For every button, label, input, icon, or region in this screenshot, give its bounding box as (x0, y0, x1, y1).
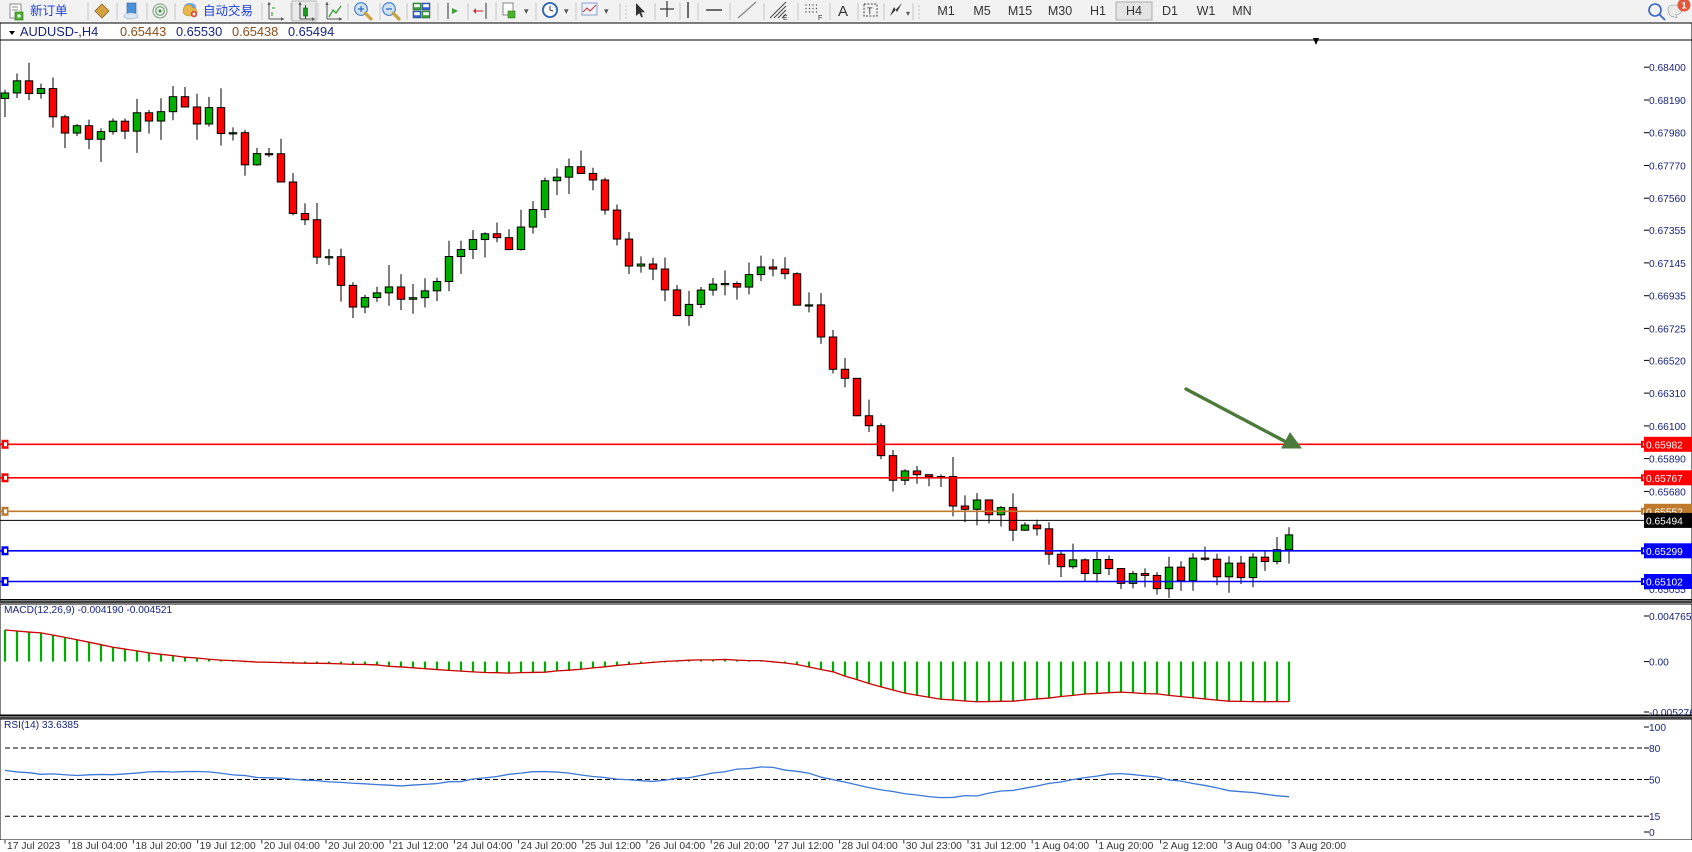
svg-text:0.65102: 0.65102 (1646, 578, 1683, 589)
svg-text:26 Jul 20:00: 26 Jul 20:00 (713, 841, 769, 852)
svg-text:24 Jul 04:00: 24 Jul 04:00 (456, 841, 512, 852)
svg-text:0.66100: 0.66100 (1649, 422, 1686, 433)
svg-text:0.65443: 0.65443 (120, 24, 166, 39)
svg-text:1: 1 (1681, 0, 1686, 10)
svg-text:0.004765: 0.004765 (1649, 612, 1692, 623)
svg-text:28 Jul 04:00: 28 Jul 04:00 (842, 841, 898, 852)
svg-text:30 Jul 23:00: 30 Jul 23:00 (906, 841, 962, 852)
svg-text:0.65680: 0.65680 (1649, 487, 1686, 498)
svg-text:M30: M30 (1048, 4, 1072, 18)
svg-text:27 Jul 12:00: 27 Jul 12:00 (777, 841, 833, 852)
svg-text:20 Jul 20:00: 20 Jul 20:00 (328, 841, 384, 852)
svg-text:15: 15 (1649, 812, 1661, 823)
svg-text:0.67770: 0.67770 (1649, 162, 1686, 173)
svg-text:20 Jul 04:00: 20 Jul 04:00 (264, 841, 320, 852)
svg-text:0.65982: 0.65982 (1646, 441, 1683, 452)
svg-text:0.65438: 0.65438 (232, 24, 278, 39)
svg-text:3 Aug 04:00: 3 Aug 04:00 (1227, 841, 1282, 852)
svg-text:T: T (867, 6, 873, 16)
svg-text:18 Jul 04:00: 18 Jul 04:00 (71, 841, 127, 852)
svg-text:H1: H1 (1090, 4, 1106, 18)
svg-text:0.68190: 0.68190 (1649, 96, 1686, 107)
svg-text:0.66520: 0.66520 (1649, 356, 1686, 367)
svg-text:100: 100 (1649, 723, 1666, 734)
svg-text:0.00: 0.00 (1649, 658, 1669, 669)
svg-text:0.68400: 0.68400 (1649, 63, 1686, 74)
svg-text:MN: MN (1232, 4, 1251, 18)
svg-text:▾: ▾ (604, 6, 609, 16)
svg-text:18 Jul 20:00: 18 Jul 20:00 (135, 841, 191, 852)
svg-text:RSI(14) 33.6385: RSI(14) 33.6385 (4, 720, 79, 731)
svg-text:新订单: 新订单 (30, 3, 68, 18)
svg-text:0.65890: 0.65890 (1649, 455, 1686, 466)
svg-text:M5: M5 (973, 4, 990, 18)
svg-text:50: 50 (1649, 776, 1661, 787)
svg-text:0.67980: 0.67980 (1649, 129, 1686, 140)
svg-text:H4: H4 (1126, 4, 1142, 18)
svg-text:0.67560: 0.67560 (1649, 194, 1686, 205)
svg-text:AUDUSD-,H4: AUDUSD-,H4 (20, 24, 98, 39)
svg-text:0.66310: 0.66310 (1649, 389, 1686, 400)
svg-text:F: F (818, 15, 822, 22)
svg-text:▾: ▾ (906, 9, 910, 18)
svg-text:0.66935: 0.66935 (1649, 292, 1686, 303)
svg-text:21 Jul 12:00: 21 Jul 12:00 (392, 841, 448, 852)
svg-text:31 Jul 12:00: 31 Jul 12:00 (970, 841, 1026, 852)
svg-text:0.67355: 0.67355 (1649, 226, 1686, 237)
svg-text:1 Aug 20:00: 1 Aug 20:00 (1098, 841, 1153, 852)
svg-text:▾: ▾ (524, 6, 529, 16)
svg-text:MACD(12,26,9) -0.004190 -0.004: MACD(12,26,9) -0.004190 -0.004521 (4, 605, 173, 616)
svg-text:0.67145: 0.67145 (1649, 259, 1686, 270)
svg-text:3 Aug 20:00: 3 Aug 20:00 (1291, 841, 1346, 852)
svg-text:0.65494: 0.65494 (288, 24, 334, 39)
svg-text:80: 80 (1649, 744, 1661, 755)
svg-text:0.65767: 0.65767 (1646, 474, 1683, 485)
svg-text:19 Jul 12:00: 19 Jul 12:00 (200, 841, 256, 852)
svg-text:0: 0 (1649, 828, 1655, 839)
svg-text:0.66725: 0.66725 (1649, 324, 1686, 335)
svg-text:D1: D1 (1162, 4, 1178, 18)
svg-text:26 Jul 04:00: 26 Jul 04:00 (649, 841, 705, 852)
svg-text:E: E (783, 15, 788, 22)
svg-text:M15: M15 (1008, 4, 1032, 18)
svg-text:自动交易: 自动交易 (203, 3, 253, 18)
svg-text:0.65494: 0.65494 (1646, 517, 1683, 528)
svg-text:A: A (838, 3, 848, 20)
svg-text:25 Jul 12:00: 25 Jul 12:00 (585, 841, 641, 852)
svg-text:0.65530: 0.65530 (176, 24, 222, 39)
svg-text:17 Jul 2023: 17 Jul 2023 (7, 841, 61, 852)
svg-text:2 Aug 12:00: 2 Aug 12:00 (1163, 841, 1218, 852)
svg-text:1 Aug 04:00: 1 Aug 04:00 (1034, 841, 1089, 852)
svg-text:W1: W1 (1197, 4, 1216, 18)
svg-text:24 Jul 20:00: 24 Jul 20:00 (521, 841, 577, 852)
svg-text:▾: ▾ (564, 6, 569, 16)
svg-text:0.65299: 0.65299 (1646, 547, 1683, 558)
svg-text:M1: M1 (937, 4, 954, 18)
